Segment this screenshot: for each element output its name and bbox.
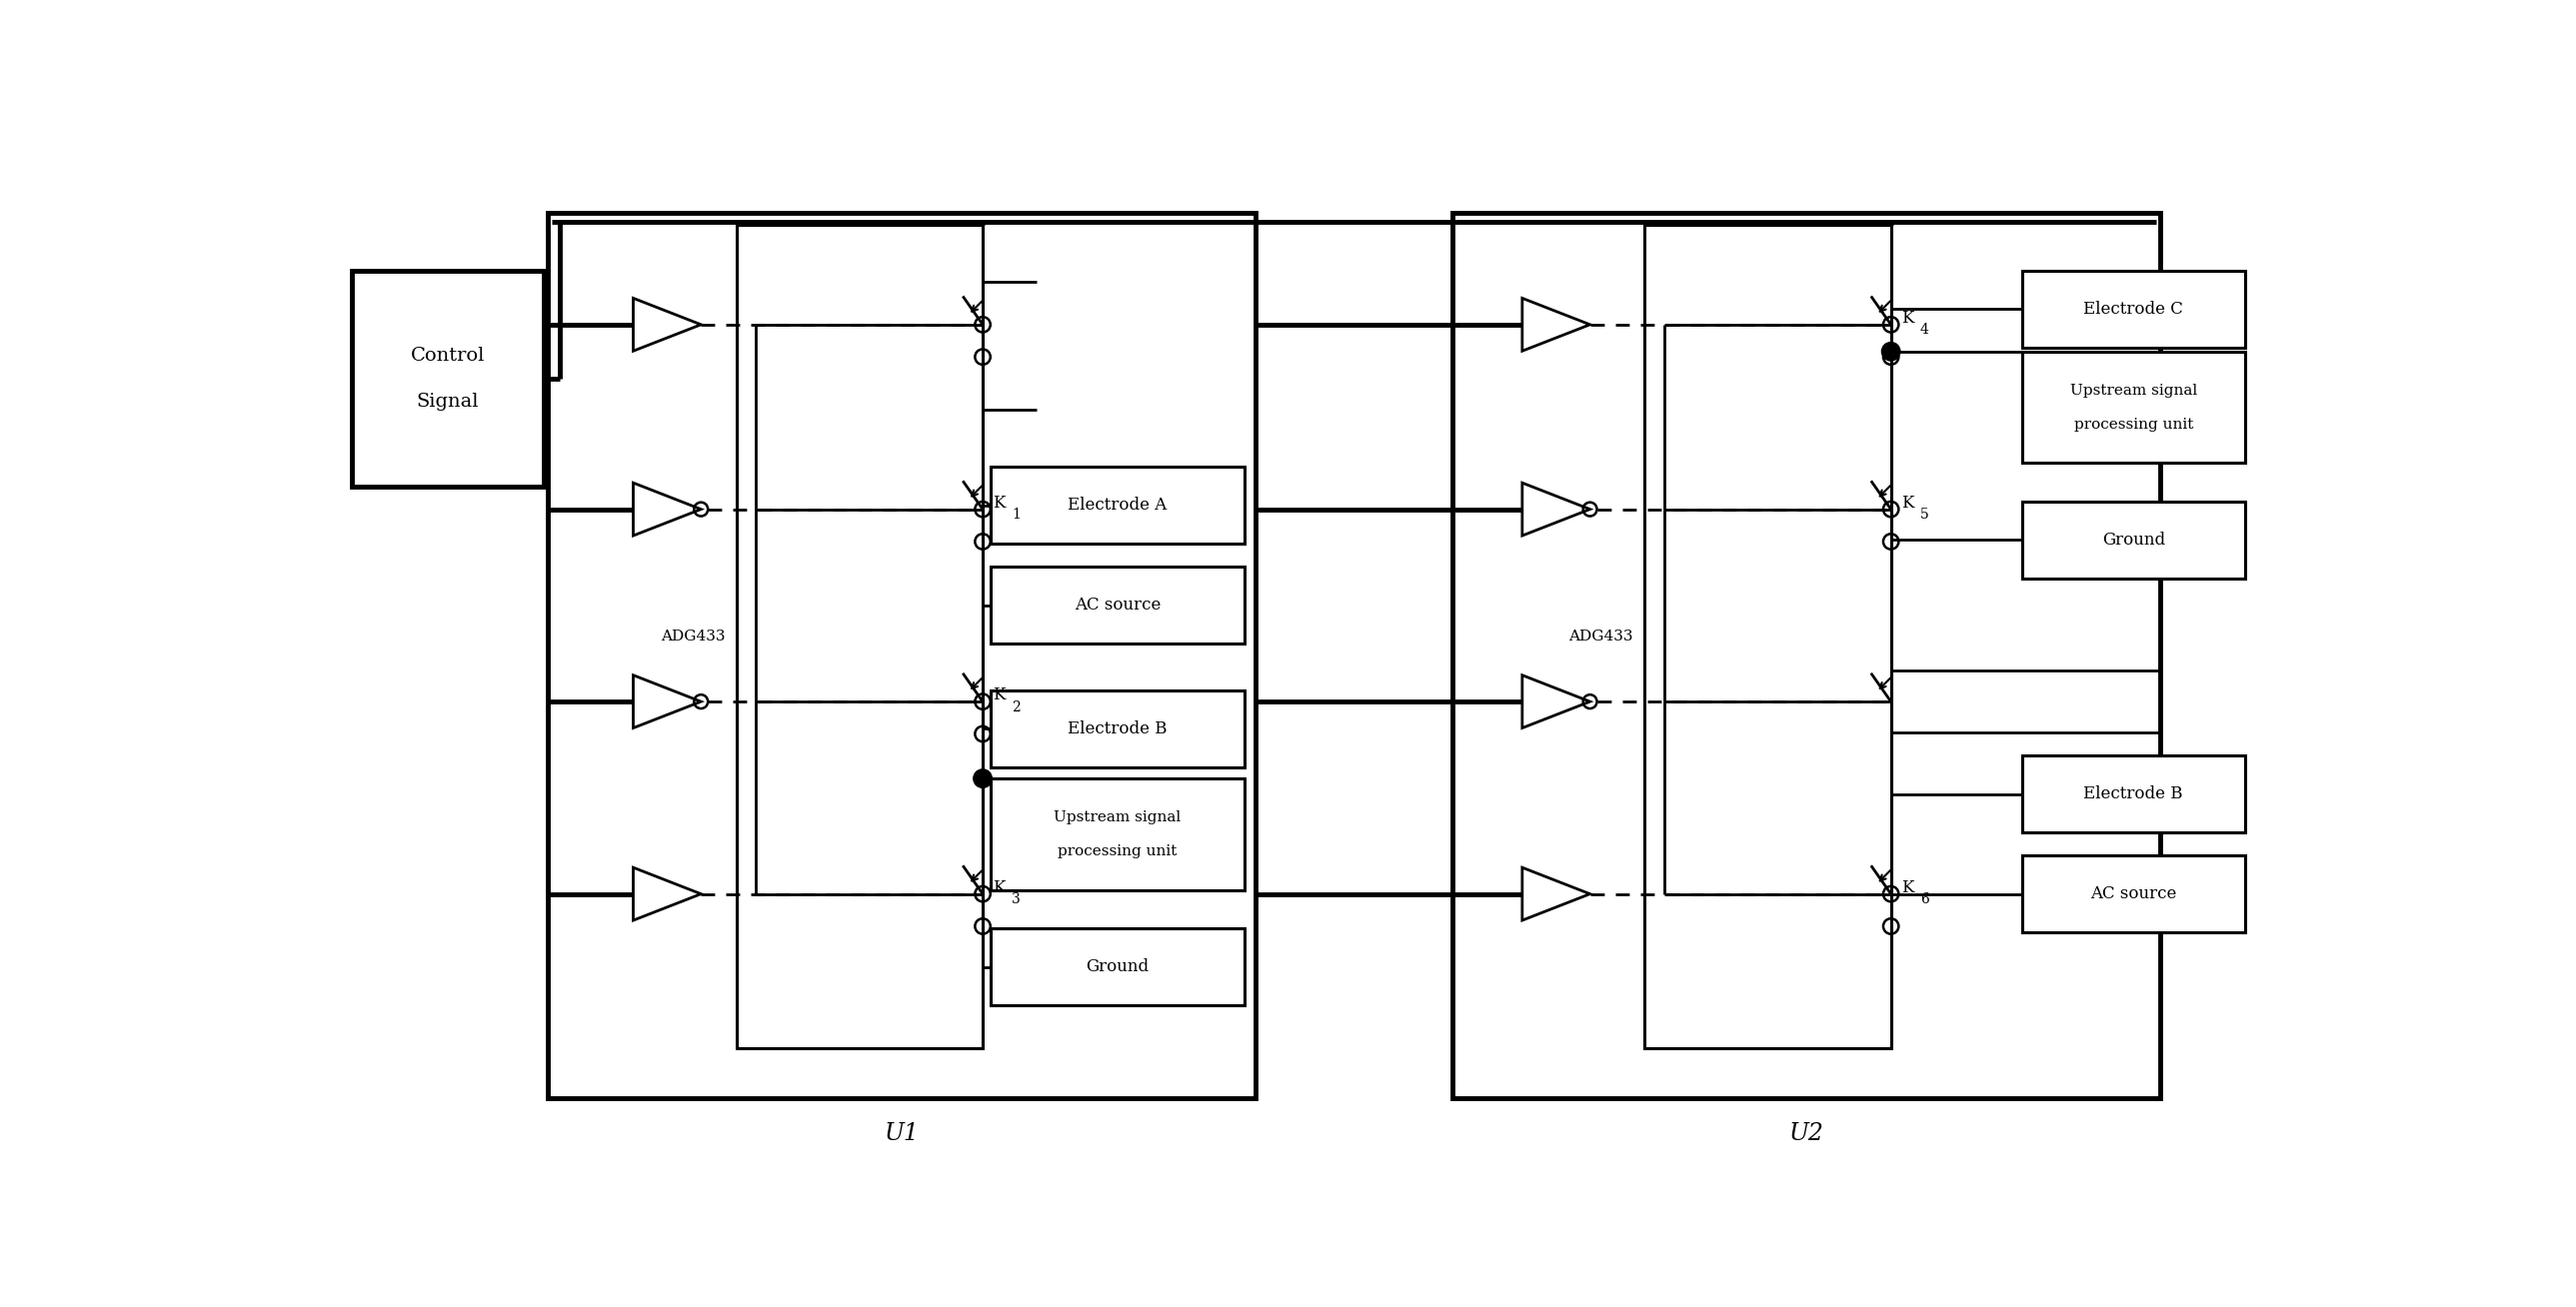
Bar xyxy=(350,271,544,486)
Text: 4: 4 xyxy=(1919,323,1929,337)
Bar xyxy=(989,779,1244,890)
Text: Ground: Ground xyxy=(2102,532,2164,549)
Text: 1: 1 xyxy=(1012,507,1020,521)
Text: ADG433: ADG433 xyxy=(1569,629,1633,643)
Bar xyxy=(989,467,1244,544)
Text: K: K xyxy=(992,687,1005,704)
Text: K: K xyxy=(992,880,1005,897)
Text: K: K xyxy=(1901,310,1914,327)
Text: U2: U2 xyxy=(1788,1123,1824,1145)
Bar xyxy=(2022,856,2246,932)
Circle shape xyxy=(974,770,992,788)
Text: K: K xyxy=(992,494,1005,511)
Text: processing unit: processing unit xyxy=(1059,844,1177,859)
Text: Electrode C: Electrode C xyxy=(2084,301,2184,318)
Bar xyxy=(549,213,1257,1098)
Text: Electrode B: Electrode B xyxy=(2084,786,2182,802)
Bar xyxy=(989,928,1244,1005)
Bar xyxy=(989,567,1244,644)
Circle shape xyxy=(1880,342,1901,361)
Text: Signal: Signal xyxy=(417,392,479,410)
Text: K: K xyxy=(1901,494,1914,511)
Text: K: K xyxy=(1901,880,1914,897)
Text: Ground: Ground xyxy=(1087,958,1149,975)
Text: Electrode A: Electrode A xyxy=(1069,497,1167,514)
Bar xyxy=(2022,352,2246,463)
Text: 2: 2 xyxy=(1012,701,1020,714)
Text: AC source: AC source xyxy=(1074,597,1162,614)
Text: 5: 5 xyxy=(1919,507,1929,521)
Text: AC source: AC source xyxy=(2089,885,2177,902)
Text: 6: 6 xyxy=(1919,893,1929,906)
Bar xyxy=(2022,755,2246,833)
Text: Upstream signal: Upstream signal xyxy=(1054,810,1180,825)
Bar xyxy=(989,690,1244,767)
Text: processing unit: processing unit xyxy=(2074,417,2192,431)
Text: Electrode B: Electrode B xyxy=(1066,720,1167,737)
Text: ADG433: ADG433 xyxy=(659,629,724,643)
Text: 3: 3 xyxy=(1012,893,1020,906)
Bar xyxy=(737,225,981,1048)
Text: Control: Control xyxy=(410,346,484,365)
Bar xyxy=(1453,213,2161,1098)
Bar xyxy=(2022,271,2246,348)
Bar xyxy=(2022,502,2246,579)
Text: Upstream signal: Upstream signal xyxy=(2069,383,2197,397)
Text: U1: U1 xyxy=(884,1123,920,1145)
Bar xyxy=(1643,225,1891,1048)
